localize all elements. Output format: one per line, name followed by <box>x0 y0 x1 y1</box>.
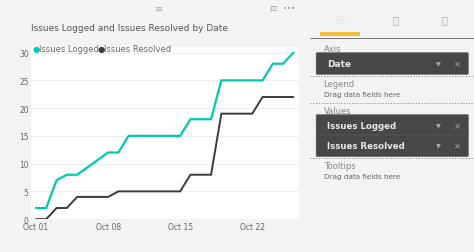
Text: Issues Logged: Issues Logged <box>327 121 396 131</box>
Text: ≡: ≡ <box>155 4 163 14</box>
Text: •••: ••• <box>283 6 295 12</box>
Text: Drag data fields here: Drag data fields here <box>324 173 400 179</box>
Text: Issues Logged and Issues Resolved by Date: Issues Logged and Issues Resolved by Dat… <box>31 24 228 33</box>
FancyBboxPatch shape <box>316 136 468 157</box>
Text: ▼: ▼ <box>436 144 440 149</box>
Text: ⊡: ⊡ <box>269 4 276 13</box>
Text: Issues Logged: Issues Logged <box>39 45 99 54</box>
Text: Issues Resolved: Issues Resolved <box>327 142 405 151</box>
Text: ▼: ▼ <box>436 123 440 129</box>
Text: ⊞: ⊞ <box>335 14 345 27</box>
Text: Tooltips: Tooltips <box>324 162 355 171</box>
Text: Values: Values <box>324 106 351 115</box>
FancyBboxPatch shape <box>316 115 468 137</box>
Text: 🖌: 🖌 <box>392 15 399 25</box>
Text: Axis: Axis <box>324 45 341 54</box>
Bar <box>320 33 359 37</box>
Text: ×: × <box>454 142 461 151</box>
Text: Legend: Legend <box>324 80 355 89</box>
Text: Issues Resolved: Issues Resolved <box>104 45 172 54</box>
Text: 🔍: 🔍 <box>442 15 447 25</box>
Text: ×: × <box>454 60 461 69</box>
Text: Drag data fields here: Drag data fields here <box>324 91 400 98</box>
Text: ●: ● <box>32 45 39 54</box>
Text: Date: Date <box>327 60 351 69</box>
FancyBboxPatch shape <box>316 53 468 75</box>
Text: ▼: ▼ <box>436 62 440 67</box>
Text: ×: × <box>454 121 461 131</box>
Text: ●: ● <box>97 45 104 54</box>
